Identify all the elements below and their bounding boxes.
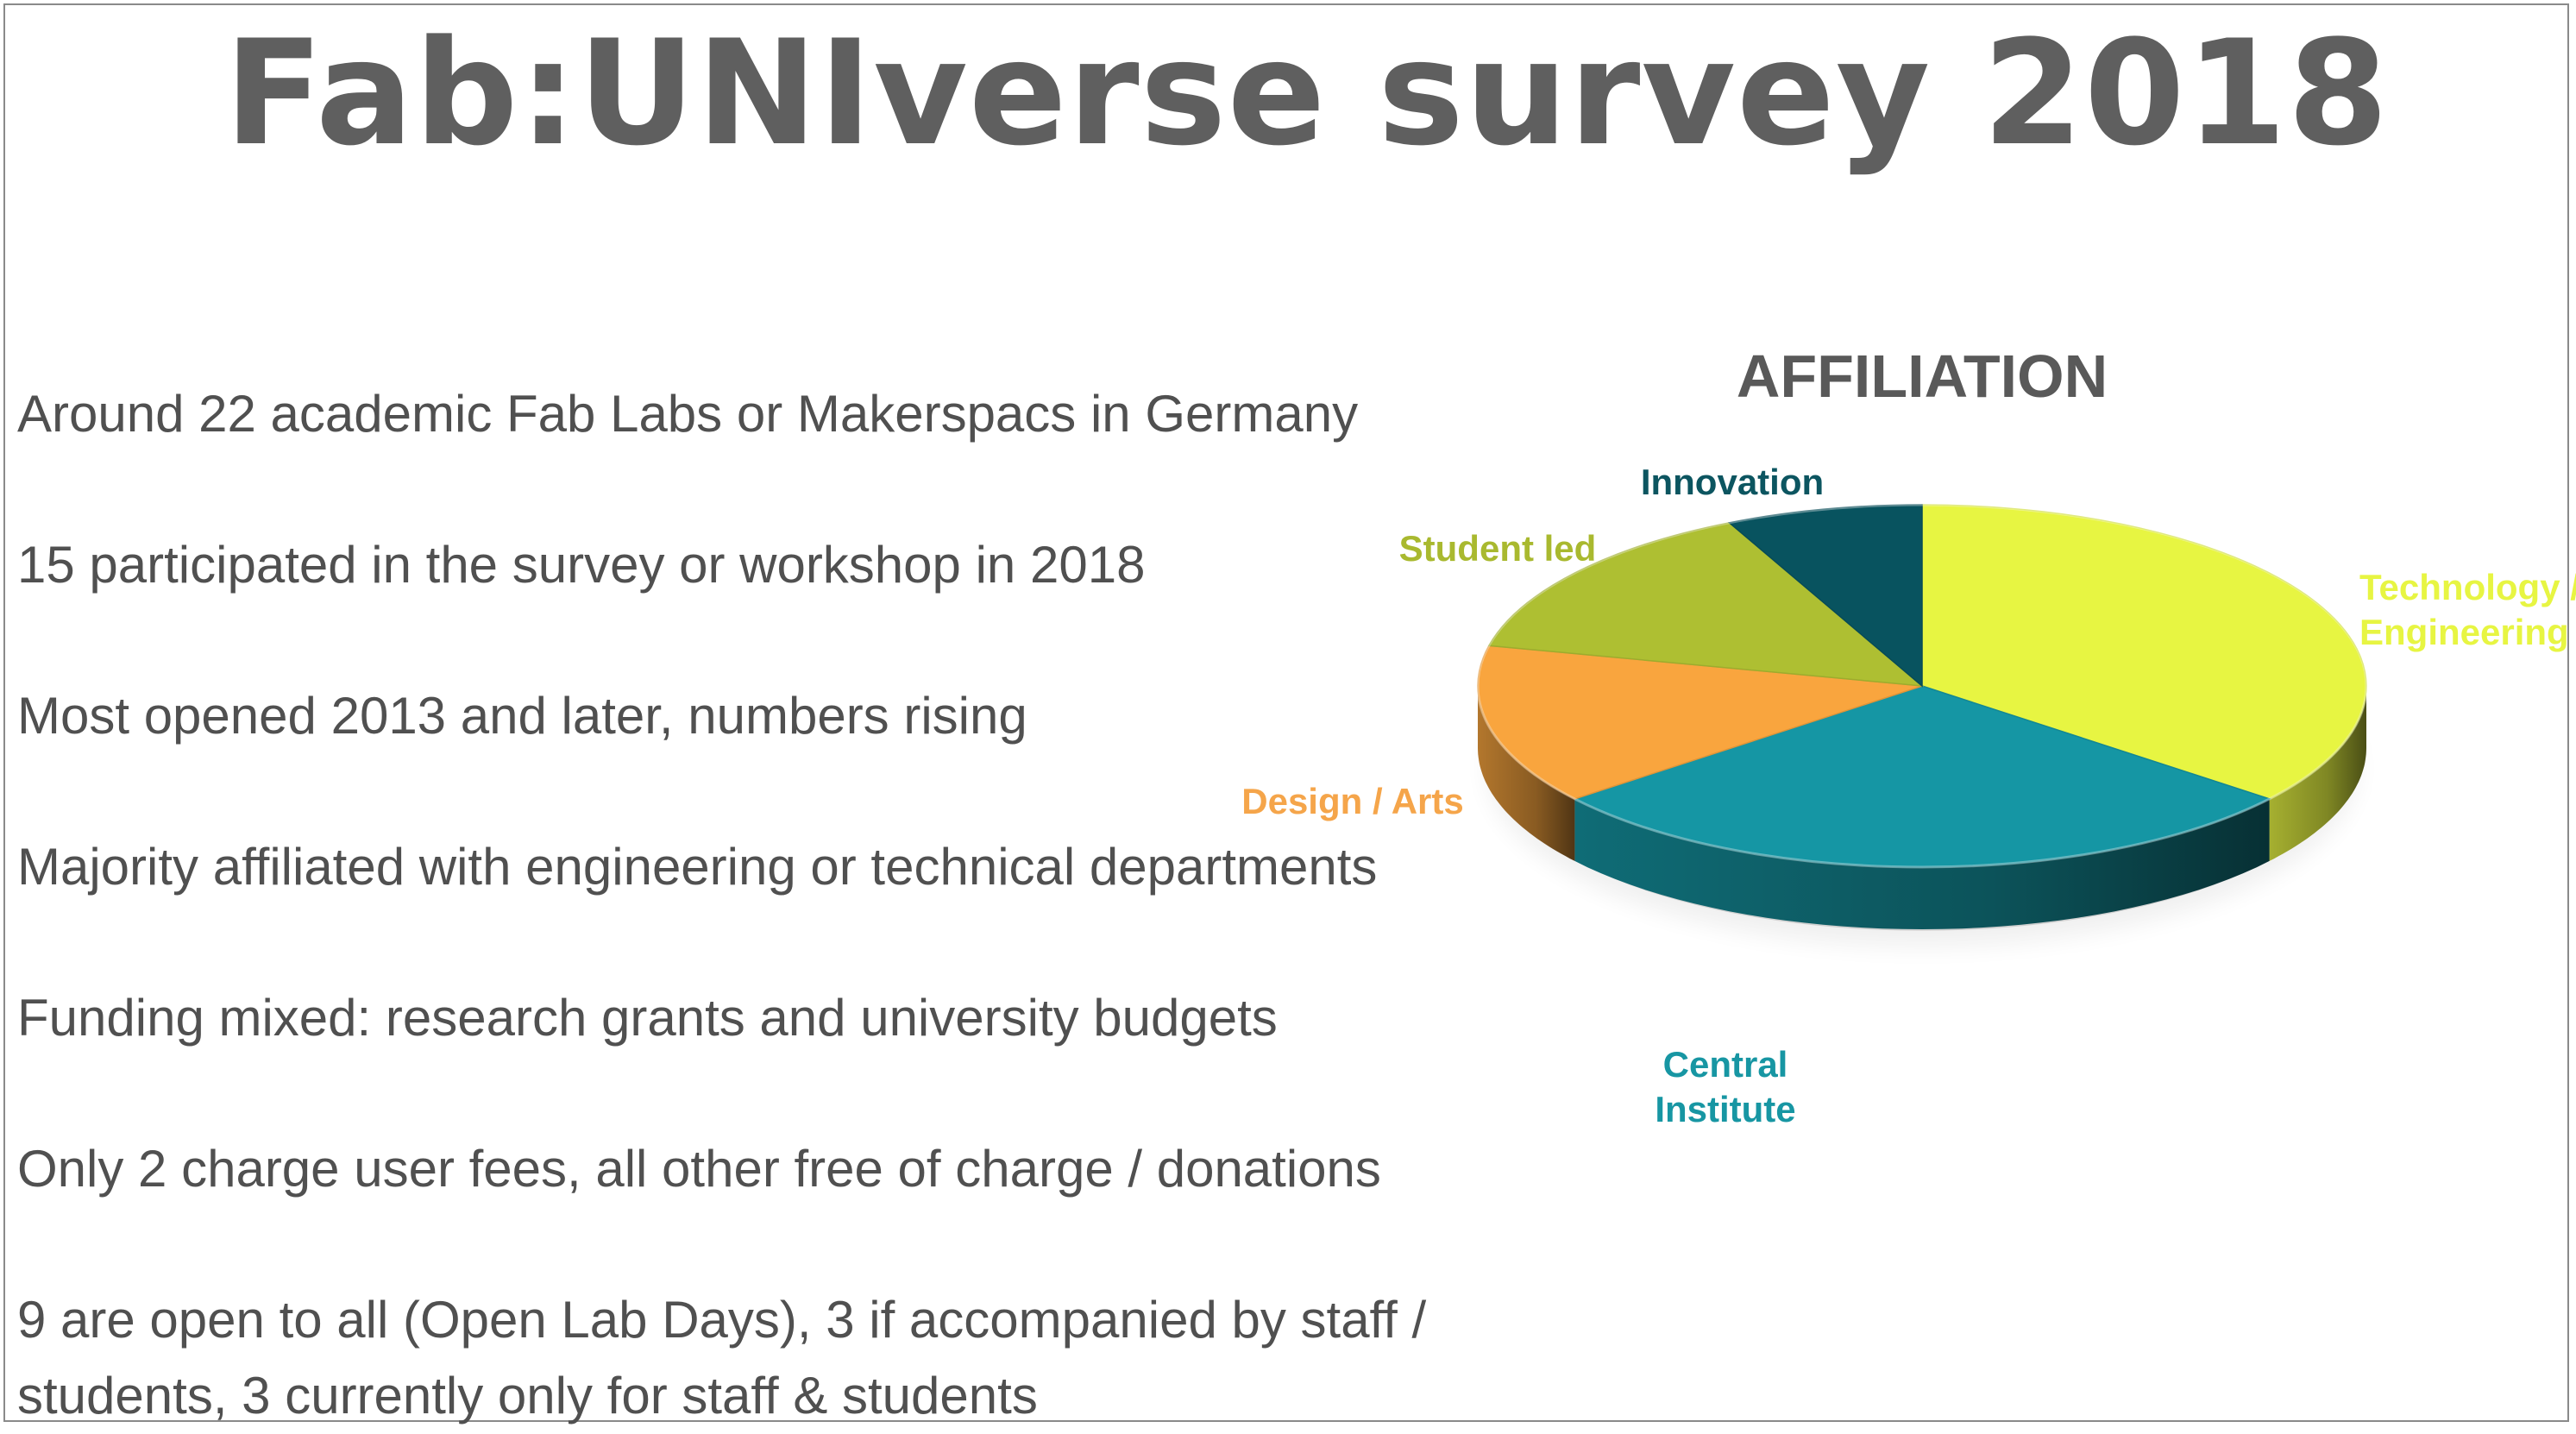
pie-slice	[1727, 504, 1923, 688]
pie-slice	[1487, 521, 1925, 687]
chart-title: AFFILIATION	[1737, 343, 2108, 410]
pie-slice-label-line: Engineering	[2359, 612, 2569, 652]
pie-slice	[1921, 504, 2367, 800]
pie-slice-side	[1574, 798, 2270, 929]
pie-slice	[1573, 685, 2271, 868]
pie-slice-label-line: Student led	[1399, 528, 1597, 569]
pie-slice-label: Student led	[1399, 528, 1597, 569]
bullet-item: Most opened 2013 and later, numbers risi…	[17, 687, 1027, 745]
pie-top-layer	[1476, 503, 2368, 869]
slide-title: Fab:UNIverse survey 2018	[224, 9, 2390, 178]
bullet-item: 15 participated in the survey or worksho…	[17, 536, 1146, 594]
pie-slice-label-line: Design / Arts	[1241, 781, 1464, 821]
pie-slice-side	[2269, 686, 2366, 861]
bullet-item: 9 are open to all (Open Lab Days), 3 if …	[17, 1291, 1427, 1425]
bullet-item: Funding mixed: research grants and unive…	[17, 989, 1278, 1047]
pie-slice-label: Innovation	[1641, 462, 1824, 502]
slide-border	[3, 3, 2569, 1422]
pie-side-layer	[1478, 686, 2366, 929]
pie-slice-label: Central Institute	[1655, 1044, 1795, 1129]
pie-slice-label-line: Institute	[1655, 1089, 1795, 1129]
bullet-item: Majority affiliated with engineering or …	[17, 838, 1378, 896]
pie-slice-label: Technology / Engineering	[2359, 567, 2576, 652]
bullet-item: Around 22 academic Fab Labs or Makerspac…	[17, 385, 1359, 443]
pie-slice-label-line: Central	[1663, 1044, 1788, 1085]
pie-label-layer: Technology / Engineering Central Institute D…	[1241, 462, 2576, 1129]
pie-rim	[1476, 503, 2368, 869]
bullet-item: Only 2 charge user fees, all other free …	[17, 1140, 1381, 1198]
pie-slice-label: Design / Arts	[1241, 781, 1464, 821]
pie-slice-side	[1478, 686, 1575, 861]
pie-slice-label-line: Technology /	[2359, 567, 2576, 607]
pie-slice-label-line: Innovation	[1641, 462, 1824, 502]
pie-slice	[1477, 645, 1923, 800]
